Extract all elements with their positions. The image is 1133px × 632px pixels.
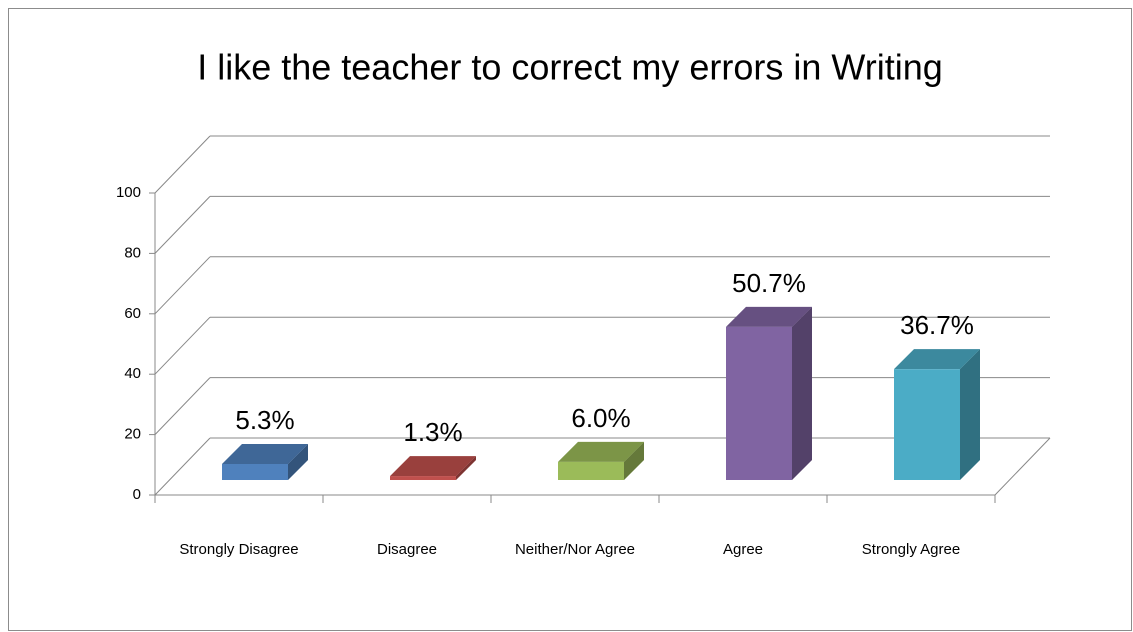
bar-top [390,456,476,477]
bar-top [726,306,812,327]
value-label: 5.3% [235,405,294,435]
bar-side [960,349,980,480]
bar [558,461,624,480]
bar-top [222,443,308,464]
y-tick-label: 40 [124,365,141,382]
bar-side [288,443,308,480]
y-tick-label: 20 [124,426,141,443]
y-tick-label: 0 [133,486,141,503]
bar [390,476,456,480]
bar-top-shade [390,456,476,477]
x-tick-label: Agree [722,541,764,558]
bar [726,326,792,480]
grid-line-side [154,196,211,254]
bar-side-shade [288,443,308,480]
value-label: 50.7% [732,268,806,298]
grid-line-side [154,256,211,315]
bar [894,369,960,480]
bar-top-shade [726,306,812,327]
x-tick-label: Disagree [376,541,438,558]
bar [222,463,288,480]
bar-side-shade [624,441,644,480]
bar-top [558,441,644,462]
value-label: 6.0% [571,403,630,433]
chart-border [8,8,1132,631]
bar-top-shade [558,441,644,462]
x-tick-label: Strongly Disagree [179,541,299,558]
bar-side [624,441,644,480]
grid-line-side [154,437,211,496]
y-tick-label: 60 [124,305,141,322]
floor-edge [994,437,1051,496]
x-tick-label: Strongly Agree [861,541,961,558]
chart-title: I like the teacher to correct my errors … [197,47,943,88]
bar-side [792,306,812,480]
grid-line-side [154,135,211,194]
grid-line-side [154,316,211,375]
bar-side [456,456,476,480]
x-tick-label: Neither/Nor Agree [514,541,636,558]
value-label: 36.7% [900,310,974,340]
bar-top [894,349,980,370]
value-label: 1.3% [403,417,462,447]
grid-line-side [154,377,211,435]
bar-side-shade [792,306,812,480]
bar-top-shade [222,443,308,464]
y-tick-label: 100 [116,184,141,201]
bar-side-shade [456,456,476,480]
bar-side-shade [960,349,980,480]
bar-top-shade [894,349,980,370]
y-tick-label: 80 [124,244,141,261]
